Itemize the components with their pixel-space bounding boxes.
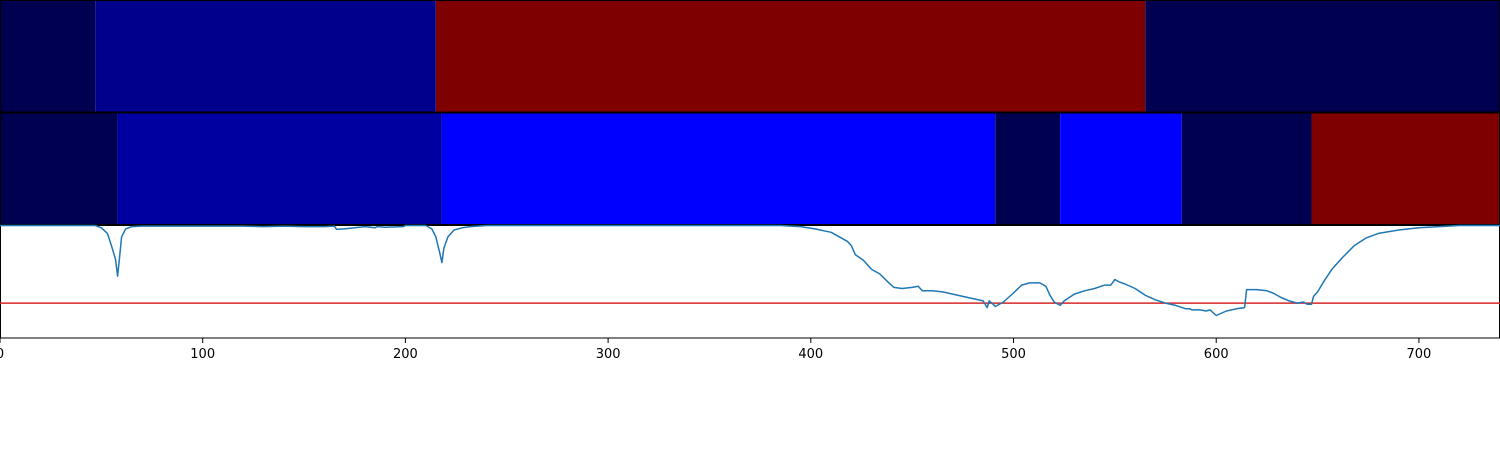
- x-tick-label: 200: [393, 347, 418, 362]
- strip-1-segment: [1145, 0, 1500, 113]
- strip-2: [0, 112, 1500, 225]
- x-axis: 0 100 200 300 400 500 600 700: [0, 338, 1431, 362]
- x-tick-label: 0: [0, 347, 4, 362]
- strip-2-segment: [117, 112, 442, 225]
- x-tick-label: 300: [596, 347, 621, 362]
- series-line: [0, 224, 1500, 317]
- strip-2-segment: [1060, 112, 1182, 225]
- strip-1-segment: [0, 0, 96, 113]
- x-tick-label: 500: [1001, 347, 1026, 362]
- strip-1: [0, 0, 1500, 113]
- strip-1-segment: [435, 0, 1146, 113]
- line-panel: [0, 224, 1500, 339]
- x-tick-label: 400: [798, 347, 823, 362]
- strip-2-segment: [0, 112, 118, 225]
- strip-2-segment: [441, 112, 996, 225]
- strip-2-segment: [1181, 112, 1312, 225]
- x-tick-label: 700: [1407, 347, 1432, 362]
- line-panel-background: [0, 225, 1500, 339]
- x-tick-label: 600: [1204, 347, 1229, 362]
- x-tick-label: 100: [190, 347, 215, 362]
- strip-1-segment: [95, 0, 436, 113]
- strip-2-segment: [995, 112, 1061, 225]
- segment-strips: [0, 0, 1500, 225]
- strip-2-segment: [1311, 112, 1500, 225]
